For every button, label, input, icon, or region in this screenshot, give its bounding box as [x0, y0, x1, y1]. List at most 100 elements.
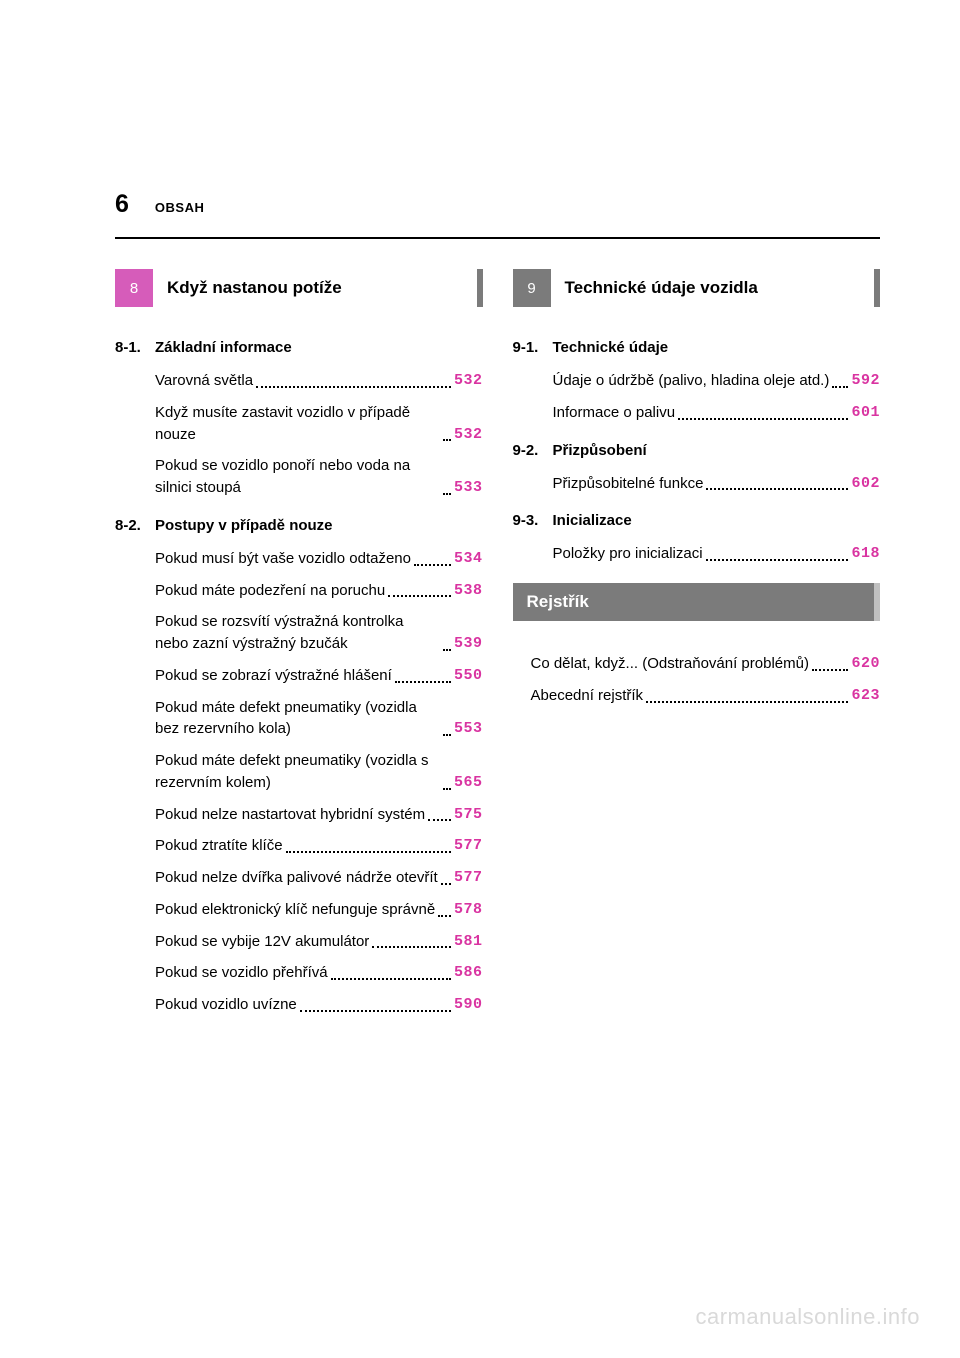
- toc-entry-text: Pokud ztratíte klíče: [155, 835, 283, 857]
- toc-entry[interactable]: Pokud se vozidlo přehřívá586: [155, 962, 483, 984]
- toc-leader-dots: [286, 850, 451, 853]
- toc-page-number: 577: [454, 835, 483, 857]
- toc-leader-dots: [441, 882, 451, 885]
- toc-entry-text: Pokud se vozidlo přehřívá: [155, 962, 328, 984]
- toc-entry[interactable]: Přizpůsobitelné funkce 602: [553, 473, 881, 495]
- toc-subheading-number: 9-2.: [513, 442, 553, 459]
- toc-entry[interactable]: Pokud nelze nastartovat hybridní systém 5…: [155, 804, 483, 826]
- toc-entry[interactable]: Položky pro inicializaci 618: [553, 543, 881, 565]
- toc-entry-text: Co dělat, když... (Odstraňování problémů…: [531, 653, 809, 675]
- toc-entry-text: Když musíte zastavit vozidlo v případě n…: [155, 402, 440, 446]
- chapter-number-badge: 8: [115, 269, 153, 307]
- right-column: 9 Technické údaje vozidla 9-1.Technické …: [513, 269, 881, 1034]
- toc-subheading: 9-3.Inicializace: [513, 512, 881, 529]
- toc-page-number: 620: [851, 653, 880, 675]
- toc-entry[interactable]: Informace o palivu 601: [553, 402, 881, 424]
- toc-entry-text: Pokud vozidlo uvízne: [155, 994, 297, 1016]
- toc-entry-text: Abecední rejstřík: [531, 685, 644, 707]
- toc-leader-dots: [832, 385, 848, 388]
- toc-page-number: 601: [851, 402, 880, 424]
- toc-entry-text: Položky pro inicializaci: [553, 543, 703, 565]
- toc-entry-text: Pokud máte defekt pneumatiky (vozidla be…: [155, 697, 440, 741]
- chapter-header-9: 9 Technické údaje vozidla: [513, 269, 881, 307]
- toc-entry-text: Přizpůsobitelné funkce: [553, 473, 704, 495]
- toc-page-number: 565: [454, 772, 483, 794]
- toc-page-number: 539: [454, 633, 483, 655]
- toc-entry[interactable]: Varovná světla 532: [155, 370, 483, 392]
- toc-leader-dots: [646, 700, 848, 703]
- toc-entry[interactable]: Pokud ztratíte klíče 577: [155, 835, 483, 857]
- chapter-title: Když nastanou potíže: [153, 269, 483, 307]
- toc-entry-text: Varovná světla: [155, 370, 253, 392]
- toc-page-number: 592: [851, 370, 880, 392]
- toc-subheading-title: Přizpůsobení: [553, 442, 647, 459]
- toc-entry-text: Pokud se zobrazí výstražné hlášení: [155, 665, 392, 687]
- toc-page-number: 553: [454, 718, 483, 740]
- toc-page-number: 575: [454, 804, 483, 826]
- toc-entry[interactable]: Údaje o údržbě (palivo, hladina oleje at…: [553, 370, 881, 392]
- toc-entry-text: Pokud se rozsvítí výstražná kontrolka ne…: [155, 611, 440, 655]
- toc-page-number: 532: [454, 424, 483, 446]
- toc-subheading: 8-2.Postupy v případě nouze: [115, 517, 483, 534]
- section-label: OBSAH: [155, 200, 204, 215]
- toc-entry[interactable]: Pokud máte podezření na poruchu538: [155, 580, 483, 602]
- toc-leader-dots: [678, 417, 848, 420]
- chapter-number-badge: 9: [513, 269, 551, 307]
- header-rule: [115, 237, 880, 239]
- toc-subheading: 9-1.Technické údaje: [513, 339, 881, 356]
- toc-page-number: 590: [454, 994, 483, 1016]
- toc-entry-text: Pokud se vybije 12V akumulátor: [155, 931, 369, 953]
- toc-leader-dots: [372, 945, 451, 948]
- toc-entry[interactable]: Pokud se vozidlo ponoří nebo voda na sil…: [155, 455, 483, 499]
- toc-leader-dots: [395, 680, 451, 683]
- toc-page-number: 618: [851, 543, 880, 565]
- toc-subheading-title: Základní informace: [155, 339, 292, 356]
- toc-leader-dots: [331, 977, 451, 980]
- toc-entry[interactable]: Když musíte zastavit vozidlo v případě n…: [155, 402, 483, 446]
- toc-group-body: Varovná světla 532 Když musíte zastavit vo…: [155, 370, 483, 499]
- watermark: carmanualsonline.info: [695, 1304, 920, 1330]
- toc-subheading: 9-2.Přizpůsobení: [513, 442, 881, 459]
- toc-page-number: 623: [851, 685, 880, 707]
- toc-entry-text: Pokud nelze nastartovat hybridní systém: [155, 804, 425, 826]
- toc-leader-dots: [388, 594, 451, 597]
- toc-group-body: Přizpůsobitelné funkce 602: [553, 473, 881, 495]
- toc-leader-dots: [706, 487, 848, 490]
- chapter-title: Technické údaje vozidla: [551, 269, 881, 307]
- toc-leader-dots: [438, 914, 451, 917]
- toc-page-number: 577: [454, 867, 483, 889]
- toc-subheading-number: 8-2.: [115, 517, 155, 534]
- toc-page-number: 602: [851, 473, 880, 495]
- toc-entry[interactable]: Pokud se rozsvítí výstražná kontrolka ne…: [155, 611, 483, 655]
- toc-entry[interactable]: Pokud máte defekt pneumatiky (vozidla s …: [155, 750, 483, 794]
- toc-page-number: 550: [454, 665, 483, 687]
- toc-leader-dots: [443, 648, 451, 651]
- index-title: Rejstřík: [513, 583, 881, 621]
- toc-leader-dots: [443, 492, 451, 495]
- toc-entry[interactable]: Pokud elektronický klíč nefunguje správn…: [155, 899, 483, 921]
- toc-entry-text: Pokud se vozidlo ponoří nebo voda na sil…: [155, 455, 440, 499]
- left-column: 8 Když nastanou potíže 8-1.Základní info…: [115, 269, 483, 1034]
- toc-entry[interactable]: Pokud nelze dvířka palivové nádrže otevř…: [155, 867, 483, 889]
- toc-entry[interactable]: Co dělat, když... (Odstraňování problémů…: [531, 653, 881, 675]
- toc-leader-dots: [812, 668, 849, 671]
- toc-group-body: Položky pro inicializaci 618: [553, 543, 881, 565]
- toc-page-number: 538: [454, 580, 483, 602]
- toc-subheading-number: 9-1.: [513, 339, 553, 356]
- toc-leader-dots: [443, 733, 451, 736]
- toc-entry-text: Pokud elektronický klíč nefunguje správn…: [155, 899, 435, 921]
- toc-entry[interactable]: Pokud máte defekt pneumatiky (vozidla be…: [155, 697, 483, 741]
- toc-entry[interactable]: Abecední rejstřík 623: [531, 685, 881, 707]
- toc-subheading-title: Postupy v případě nouze: [155, 517, 333, 534]
- toc-group-body: Údaje o údržbě (palivo, hladina oleje at…: [553, 370, 881, 424]
- toc-entry[interactable]: Pokud musí být vaše vozidlo odtaženo534: [155, 548, 483, 570]
- toc-entry[interactable]: Pokud vozidlo uvízne 590: [155, 994, 483, 1016]
- page-number: 6: [115, 190, 129, 219]
- toc-entry[interactable]: Pokud se zobrazí výstražné hlášení 550: [155, 665, 483, 687]
- chapter-header-8: 8 Když nastanou potíže: [115, 269, 483, 307]
- toc-page-number: 532: [454, 370, 483, 392]
- toc-leader-dots: [414, 563, 451, 566]
- toc-entry-text: Pokud musí být vaše vozidlo odtaženo: [155, 548, 411, 570]
- toc-entry[interactable]: Pokud se vybije 12V akumulátor581: [155, 931, 483, 953]
- toc-entry-text: Informace o palivu: [553, 402, 676, 424]
